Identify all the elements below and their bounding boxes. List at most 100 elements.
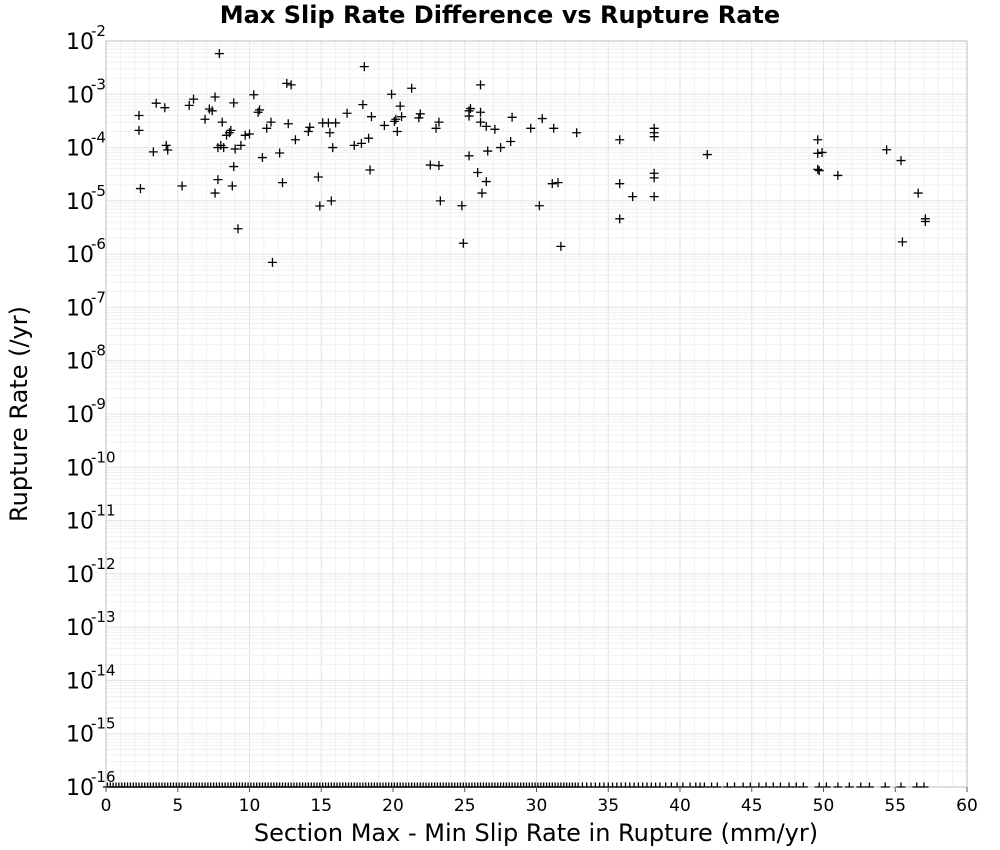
data-point [391, 114, 401, 124]
svg-text:10: 10 [66, 563, 94, 588]
data-point [358, 100, 368, 110]
data-point [236, 140, 246, 150]
data-point [266, 117, 276, 127]
data-point [379, 120, 389, 130]
data-point [649, 132, 659, 142]
y-tick-label: 10-13 [66, 608, 116, 641]
svg-text:-5: -5 [91, 182, 106, 200]
data-point [331, 118, 341, 128]
floor-point [691, 782, 701, 788]
data-point [359, 62, 369, 72]
data-point [920, 216, 930, 226]
data-point [414, 113, 424, 123]
data-point [365, 165, 375, 175]
data-point [275, 148, 285, 158]
y-tick-label: 10-11 [66, 502, 116, 535]
svg-text:-4: -4 [91, 129, 106, 147]
svg-text:10: 10 [66, 350, 94, 375]
data-point [435, 196, 445, 206]
x-tick-label: 5 [172, 796, 183, 816]
data-point [290, 135, 300, 145]
data-point [249, 90, 259, 100]
data-point [326, 196, 336, 206]
data-point [366, 112, 376, 122]
data-point [226, 125, 236, 135]
y-tick-label: 10-12 [66, 555, 116, 588]
y-tick-label: 10-4 [66, 129, 106, 162]
data-point [476, 80, 486, 90]
floor-point [844, 782, 854, 788]
data-point [224, 128, 234, 138]
floor-point [798, 782, 808, 788]
data-point [200, 114, 210, 124]
y-tick-label: 10-2 [66, 22, 106, 55]
floor-point [912, 782, 922, 788]
data-point [537, 114, 547, 124]
floor-point [761, 782, 771, 788]
x-tick-label: 45 [741, 796, 763, 816]
svg-text:-14: -14 [91, 661, 116, 679]
data-point [313, 172, 323, 182]
x-tick-label: 50 [813, 796, 835, 816]
x-tick-label: 40 [669, 796, 691, 816]
x-axis-label: Section Max - Min Slip Rate in Rupture (… [254, 819, 818, 847]
data-point [389, 116, 399, 126]
data-point [328, 143, 338, 153]
data-point [267, 257, 277, 267]
svg-text:10: 10 [66, 190, 94, 215]
data-point [278, 178, 288, 188]
floor-point [651, 782, 661, 788]
x-tick-label: 15 [310, 796, 332, 816]
data-point [813, 135, 823, 145]
svg-text:10: 10 [66, 723, 94, 748]
data-point [425, 160, 435, 170]
y-tick-label: 10-8 [66, 342, 106, 375]
floor-point [919, 782, 929, 788]
data-point [615, 179, 625, 189]
floor-point [833, 782, 843, 788]
data-point [230, 144, 240, 154]
floor-point [638, 782, 648, 788]
data-point [572, 128, 582, 138]
floor-point [699, 782, 709, 788]
data-point [526, 123, 536, 133]
data-point [490, 124, 500, 134]
data-point [160, 103, 170, 113]
data-point [315, 201, 325, 211]
data-point [473, 168, 483, 178]
data-point [392, 127, 402, 137]
data-point [407, 83, 417, 93]
grid [105, 41, 968, 788]
floor-point [864, 782, 874, 788]
y-tick-label: 10-10 [66, 448, 116, 481]
data-point [913, 188, 923, 198]
floor-point [784, 782, 794, 788]
floor-point [642, 782, 652, 788]
data-point [481, 177, 491, 187]
chart-title: Max Slip Rate Difference vs Rupture Rate [220, 1, 780, 29]
data-point [210, 92, 220, 102]
data-point [896, 156, 906, 166]
floor-points [102, 782, 929, 788]
data-point [262, 123, 272, 133]
svg-text:10: 10 [66, 776, 94, 801]
data-point [387, 89, 397, 99]
data-point [305, 122, 315, 132]
floor-point [661, 782, 671, 788]
svg-text:-16: -16 [91, 768, 116, 786]
data-point [897, 237, 907, 247]
floor-point [722, 782, 732, 788]
floor-point [695, 782, 705, 788]
data-point [184, 100, 194, 110]
floor-point [738, 782, 748, 788]
floor-point [582, 782, 592, 788]
svg-text:-10: -10 [91, 448, 116, 466]
y-tick-label: 10-7 [66, 288, 106, 321]
data-point [283, 119, 293, 129]
y-tick-label: 10-9 [66, 395, 106, 428]
data-point [240, 130, 250, 140]
svg-text:-12: -12 [91, 555, 116, 573]
data-point [556, 241, 566, 251]
data-point [229, 98, 239, 108]
